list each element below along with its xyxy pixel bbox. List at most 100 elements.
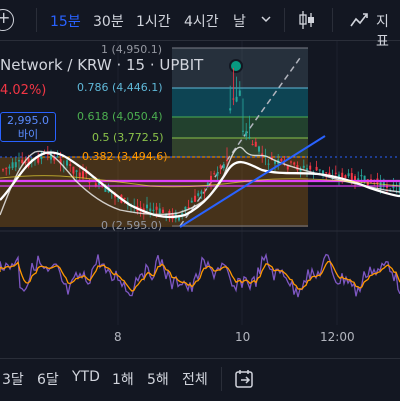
range-6m[interactable]: 6달 [37, 372, 59, 388]
candle-body [274, 161, 276, 164]
candle-body [85, 172, 88, 174]
candle-body [229, 108, 232, 111]
candle-body [104, 185, 107, 192]
candle-body [267, 163, 270, 165]
candle-body [2, 169, 4, 171]
candle-body [254, 141, 257, 147]
candle-body [334, 172, 337, 174]
candle-body [14, 162, 17, 168]
candle-body [328, 172, 331, 176]
moving-average-line [0, 175, 400, 188]
candle-body [363, 175, 366, 183]
fib-zone-0382 [0, 157, 308, 227]
candle-body [382, 179, 385, 187]
interval-day[interactable]: 날 [233, 14, 246, 30]
interval-4h[interactable]: 4시간 [184, 14, 219, 30]
range-ytd[interactable]: YTD [72, 369, 100, 385]
top-toolbar: + 15분 30분 1시간 4시간 날 지표 [0, 0, 400, 50]
fib-price: (3,494.6) [117, 150, 168, 163]
buy-price-label[interactable]: 2,995.0 바이 [0, 112, 56, 142]
range-5y[interactable]: 5해 [147, 372, 169, 388]
oscillator-signal-line [0, 260, 400, 292]
candle-body [94, 183, 97, 187]
fib-ratio: 0.382 [82, 150, 114, 163]
interval-1h[interactable]: 1시간 [136, 14, 171, 30]
candle-body [344, 175, 347, 179]
price-change-percent: 4.02%) [0, 83, 47, 98]
candle-body [206, 182, 209, 187]
candle-body [146, 204, 148, 209]
candle-body [56, 156, 59, 158]
candle-body [139, 207, 142, 210]
candle-body [216, 172, 219, 176]
fib-label-0382: 0.382 (3,494.6) [82, 150, 168, 163]
candle-body [59, 158, 62, 164]
candle-body [299, 169, 302, 172]
candle-body [258, 146, 260, 152]
candle-body [290, 161, 292, 163]
candle-body [302, 165, 305, 168]
symbol-legend-title[interactable]: Network / KRW · 15 · UPBIT [0, 56, 204, 74]
chevron-down-icon[interactable] [259, 11, 273, 25]
candle-body [219, 165, 222, 169]
candle-body [53, 156, 56, 161]
candle-body [242, 130, 244, 132]
candle-body [117, 198, 120, 200]
candle-body [286, 165, 289, 170]
candlestick-icon[interactable] [297, 9, 317, 31]
fib-label-0618: 0.618 (4,050.4) [77, 110, 163, 123]
fib-price: (4,050.4) [112, 110, 163, 123]
candle-body [360, 175, 363, 177]
candle-body [178, 217, 180, 221]
candle-body [66, 160, 68, 166]
candle-body [40, 156, 43, 159]
buy-label-text: 바이 [17, 128, 39, 141]
x-axis-label: 12:00 [320, 330, 355, 344]
candle-body [200, 191, 203, 194]
toolbar-divider [221, 367, 222, 391]
fib-price: (4,950.1) [111, 43, 163, 56]
indicators-button[interactable]: 지표 [376, 14, 389, 50]
interval-30m[interactable]: 30분 [93, 14, 124, 30]
candle-body [75, 170, 78, 172]
candle-body [181, 213, 184, 216]
candle-body [11, 162, 14, 169]
candle-body [315, 166, 318, 171]
fib-trend-line [179, 57, 301, 227]
fib-ratio: 0.786 [77, 81, 109, 94]
candle-body [341, 172, 344, 180]
candle-body [155, 206, 158, 210]
candle-body [194, 195, 196, 202]
range-3m[interactable]: 3달 [2, 372, 24, 388]
candle-body [82, 171, 84, 178]
date-range-icon[interactable] [234, 368, 256, 390]
candle-body [280, 158, 283, 162]
candle-body [306, 168, 308, 171]
moving-average-line [0, 146, 400, 216]
buy-price-value: 2,995.0 [7, 114, 49, 127]
fib-label-1: 1 (4,950.1) [101, 43, 162, 56]
candle-body [357, 178, 360, 181]
candle-body [37, 156, 40, 163]
candle-body [354, 176, 356, 184]
candle-body [238, 90, 241, 96]
candle-body [8, 166, 11, 169]
candle-body [18, 160, 20, 162]
candle-body [293, 162, 296, 165]
fib-label-0786: 0.786 (4,446.1) [77, 81, 163, 94]
indicators-icon[interactable] [349, 10, 369, 30]
range-1y[interactable]: 1해 [112, 372, 134, 388]
plus-icon: + [0, 8, 11, 27]
x-axis-label: 8 [114, 330, 122, 344]
candle-body [184, 206, 187, 210]
bottom-toolbar: 3달 6달 YTD 1해 5해 전체 [0, 358, 400, 401]
candle-body [251, 144, 254, 146]
fib-ratio: 0.618 [77, 110, 109, 123]
interval-15m[interactable]: 15분 [50, 14, 81, 30]
candle-body [309, 165, 312, 170]
range-all[interactable]: 전체 [182, 372, 208, 388]
candle-body [318, 169, 321, 171]
candle-body [72, 166, 75, 174]
candle-body [347, 173, 350, 177]
